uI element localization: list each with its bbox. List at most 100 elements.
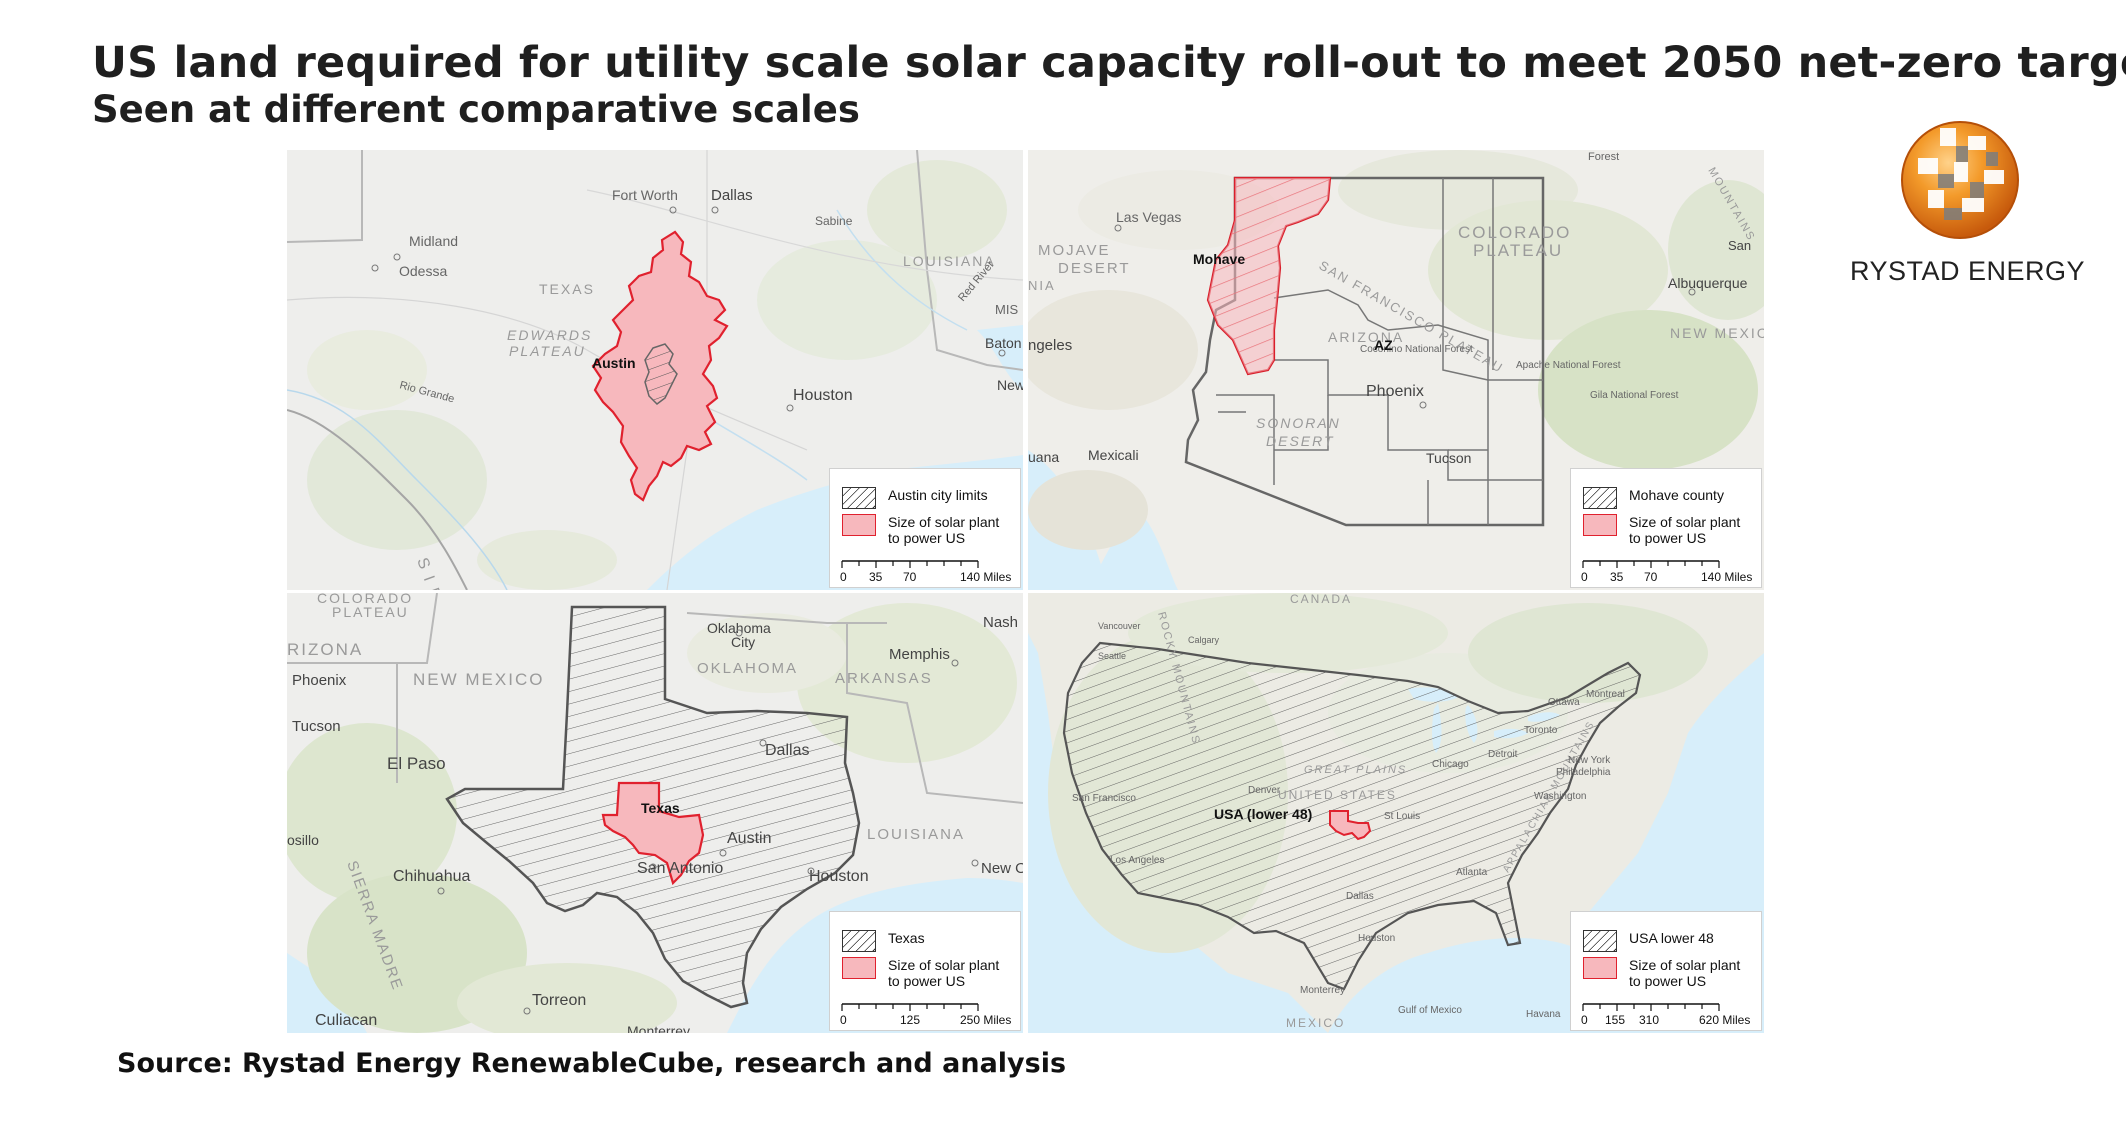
legend-solar-label-2: to power US	[1629, 530, 1707, 546]
label-washington: Washington	[1534, 791, 1586, 802]
austin-city-limits	[644, 343, 678, 405]
label-mexicali: Mexicali	[1088, 447, 1139, 463]
label-new-mexico: NEW MEXIC	[1670, 325, 1764, 341]
label-arizona: ARIZONA	[1328, 329, 1404, 345]
rystad-globe-icon	[1901, 121, 2019, 239]
label-baton: Baton	[985, 335, 1022, 351]
label-sonoran-2: DESERT	[1266, 433, 1335, 449]
label-colorado-1: COLORADO	[1458, 223, 1571, 242]
label-oklahoma: OKLAHOMA	[697, 660, 798, 677]
label-mis: MIS	[995, 302, 1018, 317]
legend-usa: USA lower 48 Size of solar plant to powe…	[1570, 911, 1762, 1031]
legend-texas: Texas Size of solar plant to power US 0 …	[829, 911, 1021, 1031]
label-atlanta: Atlanta	[1456, 867, 1488, 878]
label-coconino: Coconino National Forest	[1360, 344, 1473, 355]
scale-bar-usa: 0 155 310 620 Miles	[1581, 1003, 1750, 1027]
label-edwards-1: EDWARDS	[507, 327, 592, 343]
map-panel-austin: Fort Worth Dallas Sabine Midland Odessa …	[287, 150, 1023, 590]
label-forest: Forest	[1588, 151, 1619, 163]
legend-swatch-boundary	[842, 930, 876, 952]
scale-bar-mohave: 0 35 70 140 Miles	[1581, 560, 1752, 584]
label-nash: Nash	[983, 614, 1018, 631]
label-tucson: Tucson	[292, 718, 341, 735]
page-title: US land required for utility scale solar…	[92, 38, 2126, 88]
solar-footprint-texas	[601, 781, 705, 886]
label-monterrey: Monterrey	[1300, 985, 1345, 996]
map-panel-texas: COLORADO PLATEAU RIZONA Phoenix NEW MEXI…	[287, 593, 1023, 1033]
label-colorado: COLORADO	[317, 593, 413, 606]
label-mexico: MEXICO	[1286, 1016, 1345, 1030]
scale-tick-3: 140 Miles	[1701, 570, 1752, 584]
label-odessa: Odessa	[399, 263, 447, 279]
label-dallas: Dallas	[765, 742, 809, 759]
label-arkansas: ARKANSAS	[835, 670, 933, 687]
label-st-louis: St Louis	[1384, 811, 1420, 822]
map-panel-usa: CANADA MEXICO ROCKY MOUNTAINS GREAT PLAI…	[1028, 593, 1764, 1033]
label-louisiana: LOUISIANA	[867, 826, 965, 843]
scale-tick-2: 70	[903, 570, 917, 584]
label-fort-worth: Fort Worth	[612, 187, 678, 203]
scale-tick-0: 0	[1581, 570, 1588, 584]
scale-tick-2: 70	[1644, 570, 1658, 584]
label-houston: Houston	[793, 387, 853, 404]
label-philadelphia: Philadelphia	[1556, 767, 1611, 778]
legend-austin: Austin city limits Size of solar plant t…	[829, 468, 1021, 588]
label-monterrey: Monterrey	[627, 1023, 690, 1033]
label-az: AZ	[1374, 337, 1393, 353]
legend-swatch-solar	[1583, 514, 1617, 536]
label-tijuana: uana	[1028, 449, 1059, 465]
scale-tick-0: 0	[840, 570, 847, 584]
legend-swatch-solar	[1583, 957, 1617, 979]
label-montreal: Montreal	[1586, 689, 1625, 700]
logo-wordmark: RYSTAD ENERGY	[1850, 256, 2086, 286]
label-nia: NIA	[1028, 278, 1056, 293]
label-new-orleans: New O	[981, 860, 1023, 877]
label-gila: Gila National Forest	[1590, 390, 1679, 401]
scale-tick-3: 140 Miles	[960, 570, 1011, 584]
label-san: San	[1728, 238, 1751, 253]
label-new-york: New York	[1568, 755, 1611, 766]
legend-boundary-label: Mohave county	[1629, 487, 1724, 503]
label-phoenix: Phoenix	[292, 672, 347, 689]
label-mohave-highlight: Mohave	[1193, 251, 1245, 267]
legend-boundary-label: Austin city limits	[888, 487, 988, 503]
scale-tick-0: 0	[1581, 1013, 1588, 1027]
legend-swatch-boundary	[1583, 487, 1617, 509]
legend-boundary-label: Texas	[888, 930, 925, 946]
label-albuquerque: Albuquerque	[1668, 275, 1748, 291]
label-texas: TEXAS	[539, 281, 595, 297]
label-louisiana: LOUISIANA	[903, 253, 996, 269]
label-mojave-2: DESERT	[1058, 260, 1131, 277]
legend-solar-label-1: Size of solar plant	[1629, 957, 1741, 973]
label-dallas: Dallas	[1346, 891, 1374, 902]
label-torreon: Torreon	[532, 992, 586, 1009]
label-hermosillo: osillo	[287, 832, 319, 848]
label-dallas: Dallas	[711, 187, 753, 204]
label-oklahoma-city-1: Oklahoma	[707, 620, 771, 636]
label-san-francisco: San Francisco	[1072, 793, 1136, 804]
scale-tick-1: 155	[1605, 1013, 1625, 1027]
label-vancouver: Vancouver	[1098, 621, 1140, 631]
label-canada: CANADA	[1290, 593, 1352, 606]
legend-swatch-solar	[842, 957, 876, 979]
label-los-angeles: Los Angeles	[1110, 855, 1165, 866]
label-san-antonio: San Antonio	[637, 860, 723, 877]
label-oklahoma-city-2: City	[731, 634, 755, 650]
usa-lower48-outline	[1062, 641, 1642, 991]
page-subtitle: Seen at different comparative scales	[92, 88, 860, 131]
scale-tick-3: 620 Miles	[1699, 1013, 1750, 1027]
label-memphis: Memphis	[889, 646, 950, 663]
label-havana: Havana	[1526, 1009, 1561, 1020]
label-apache: Apache National Forest	[1516, 360, 1621, 371]
label-chihuahua: Chihuahua	[393, 868, 471, 885]
label-houston: Houston	[809, 868, 869, 885]
label-arizona: RIZONA	[287, 640, 363, 659]
scale-tick-1: 35	[869, 570, 883, 584]
rystad-logo: RYSTAD ENERGY	[1850, 118, 2086, 288]
label-phoenix: Phoenix	[1366, 383, 1424, 400]
label-el-paso: El Paso	[387, 754, 446, 773]
legend-solar-label-2: to power US	[888, 530, 966, 546]
label-mojave-1: MOJAVE	[1038, 242, 1111, 259]
legend-swatch-boundary	[1583, 930, 1617, 952]
legend-mohave: Mohave county Size of solar plant to pow…	[1570, 468, 1762, 588]
